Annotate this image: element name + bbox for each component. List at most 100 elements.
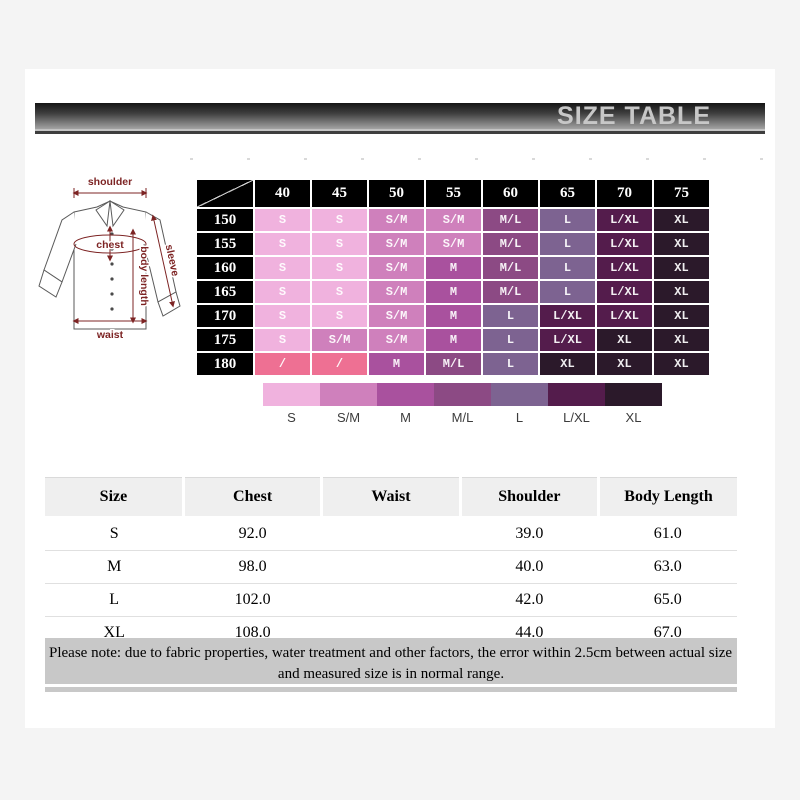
matrix-cell: L [538, 207, 597, 233]
measure-cell: L [45, 583, 184, 617]
matrix-cell: S [253, 255, 312, 281]
matrix-row: 160 S S S/M M M/L L L/XL XL [195, 255, 711, 281]
measure-row: M 98.0 40.0 63.0 [45, 550, 737, 584]
legend-swatch [377, 383, 434, 406]
matrix-cell: M/L [481, 279, 540, 305]
matrix-cell: L/XL [595, 231, 654, 257]
body-length-label: body length [138, 246, 150, 306]
matrix-cell: XL [652, 351, 711, 377]
matrix-cell: S/M [424, 231, 483, 257]
note-text-line1: Please note: due to fabric properties, w… [49, 645, 733, 661]
matrix-row: 175 S S/M S/M M L L/XL XL XL [195, 327, 711, 353]
matrix-cell: S [253, 207, 312, 233]
shirt-collar-right [109, 200, 125, 228]
matrix-cell: L [538, 231, 597, 257]
measure-col-header: Waist [320, 477, 461, 517]
column-tick [475, 158, 478, 160]
matrix-cell: / [310, 351, 369, 377]
matrix-cell: S/M [310, 327, 369, 353]
matrix-cell: S [310, 255, 369, 281]
matrix-cell: S [253, 231, 312, 257]
measure-col-header: Chest [181, 477, 322, 517]
measure-cell [321, 583, 461, 617]
matrix-cell: S/M [367, 303, 426, 329]
title-bar: SIZE TABLE [35, 103, 765, 134]
matrix-cell: XL [652, 207, 711, 233]
chest-label: chest [96, 239, 124, 251]
matrix-cell: L [538, 279, 597, 305]
measure-col-header: Size [45, 477, 184, 517]
measure-cell [321, 550, 461, 584]
matrix-cell: XL [595, 351, 654, 377]
matrix-cell: M [424, 303, 483, 329]
legend-swatch [263, 383, 320, 406]
matrix-row-header: 180 [195, 351, 255, 377]
shirt-left-sleeve [43, 211, 77, 283]
measure-cell: 92.0 [183, 516, 322, 551]
legend-label: S/M [336, 410, 361, 425]
note-bottom-strip [45, 687, 737, 692]
column-tick [361, 158, 364, 160]
size-matrix-table: 40 45 50 55 60 65 70 75 150 S S S/M S/M M/L L L/XL XL 15… [195, 178, 711, 377]
column-tick [190, 158, 193, 160]
measure-cell: S [45, 516, 184, 551]
matrix-cell: S [253, 327, 312, 353]
title-bar-light-strip [35, 129, 765, 131]
shirt-measurement-diagram: shoulder chest body length sleeve waist [38, 175, 183, 343]
measure-cell: 65.0 [598, 583, 737, 617]
matrix-cell: S/M [367, 231, 426, 257]
matrix-cell: M [424, 279, 483, 305]
column-tick [304, 158, 307, 160]
measure-cell: 40.0 [460, 550, 599, 584]
legend-swatch [605, 383, 662, 406]
note-text-line2: and measured size is in normal range. [277, 666, 505, 682]
legend-item: L [491, 383, 548, 425]
matrix-row: 165 S S S/M M M/L L L/XL XL [195, 279, 711, 305]
matrix-cell: S/M [367, 279, 426, 305]
size-color-legend: S S/M M M/L L L/XL XL [263, 383, 662, 425]
matrix-cell: S [310, 207, 369, 233]
shirt-left-cuff [38, 269, 63, 298]
legend-label: XL [625, 410, 642, 425]
legend-item: XL [605, 383, 662, 425]
legend-item: M/L [434, 383, 491, 425]
matrix-row: 150 S S S/M S/M M/L L L/XL XL [195, 207, 711, 233]
matrix-cell: M/L [481, 255, 540, 281]
measurement-table-body: S 92.0 39.0 61.0 M 98.0 40.0 63.0 L 102.0 42.0 65.0… [45, 516, 737, 649]
column-tick [703, 158, 706, 160]
matrix-cell: S [310, 303, 369, 329]
title-bar-gradient: SIZE TABLE [35, 103, 765, 129]
legend-item: S [263, 383, 320, 425]
legend-label: L [515, 410, 524, 425]
measurement-table-head: Size Chest Waist Shoulder Body Length [45, 477, 737, 517]
measurement-table: Size Chest Waist Shoulder Body Length S 92.0 3… [45, 477, 737, 649]
matrix-cell: XL [652, 255, 711, 281]
matrix-col-header: 70 [595, 178, 654, 209]
matrix-col-header: 60 [481, 178, 540, 209]
matrix-cell: L/XL [595, 279, 654, 305]
shirt-body-outline [73, 200, 147, 330]
matrix-cell: XL [538, 351, 597, 377]
legend-item: L/XL [548, 383, 605, 425]
matrix-cell: S/M [367, 207, 426, 233]
matrix-cell: XL [652, 279, 711, 305]
shirt-collar-left [95, 200, 111, 228]
matrix-cell: S [253, 303, 312, 329]
matrix-row-header: 155 [195, 231, 255, 257]
matrix-cell: L/XL [595, 207, 654, 233]
measure-row: L 102.0 42.0 65.0 [45, 583, 737, 617]
measure-cell: 39.0 [460, 516, 599, 551]
matrix-col-header: 75 [652, 178, 711, 209]
matrix-corner-diagonal-cell [195, 178, 255, 209]
matrix-cell: XL [652, 231, 711, 257]
matrix-row-header: 160 [195, 255, 255, 281]
column-tick [247, 158, 250, 160]
matrix-cell: M [424, 255, 483, 281]
matrix-cell: M/L [424, 351, 483, 377]
matrix-cell: L/XL [595, 303, 654, 329]
matrix-cell: L/XL [595, 255, 654, 281]
legend-label: M/L [451, 410, 474, 425]
legend-item: M [377, 383, 434, 425]
legend-item: S/M [320, 383, 377, 425]
matrix-cell: S/M [424, 207, 483, 233]
